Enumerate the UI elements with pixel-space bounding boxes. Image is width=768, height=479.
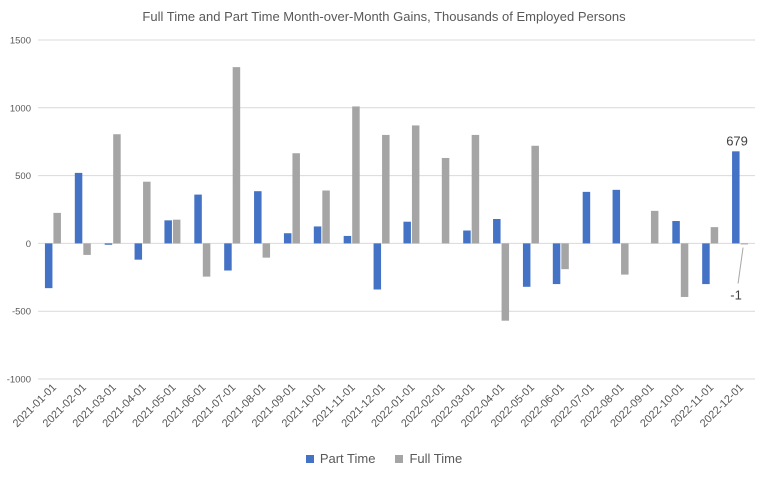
bar-part-time: [582, 191, 591, 244]
bar-full-time: [441, 157, 450, 244]
bar-part-time: [612, 189, 621, 244]
chart-legend: Part Time Full Time: [0, 451, 768, 466]
bar-part-time: [224, 243, 232, 271]
bar-full-time: [322, 190, 330, 244]
legend-label-full-time: Full Time: [409, 451, 463, 466]
bar-part-time: [672, 221, 680, 244]
legend-swatch-full-time: [395, 454, 404, 463]
bar-full-time: [262, 243, 271, 258]
bar-part-time: [522, 243, 531, 287]
bar-part-time: [463, 230, 471, 244]
bar-part-time: [313, 226, 322, 244]
y-tick-label: 1500: [10, 36, 31, 47]
y-tick-label: 1000: [10, 103, 31, 114]
legend-item-full-time: Full Time: [395, 451, 462, 466]
y-tick-label: -500: [12, 307, 31, 318]
bar-full-time: [710, 227, 719, 244]
bar-part-time: [74, 172, 83, 244]
bar-full-time: [352, 106, 360, 244]
bar-full-time: [680, 243, 689, 297]
bar-full-time: [531, 145, 539, 244]
bar-part-time: [254, 191, 262, 244]
bar-full-time: [83, 243, 91, 255]
data-label-part-time: 679: [726, 133, 748, 148]
bar-part-time: [164, 220, 172, 244]
bar-part-time: [552, 243, 561, 285]
bar-part-time: [194, 194, 202, 244]
bar-full-time: [143, 181, 151, 244]
bar-full-time: [292, 153, 300, 244]
data-label-leader-line: [737, 247, 744, 284]
bar-part-time: [343, 235, 352, 244]
bar-part-time: [732, 151, 740, 244]
bar-part-time: [373, 243, 382, 290]
bar-full-time: [232, 67, 241, 244]
bar-full-time: [501, 243, 510, 321]
bar-full-time: [53, 212, 61, 244]
bar-full-time: [740, 243, 749, 245]
legend-swatch-part-time: [305, 454, 314, 463]
bar-full-time: [172, 219, 181, 244]
bar-full-time: [471, 134, 480, 244]
bar-full-time: [113, 134, 121, 244]
bar-part-time: [403, 221, 411, 244]
bar-part-time: [44, 243, 53, 289]
legend-item-part-time: Part Time: [305, 451, 376, 466]
data-label-full-time: -1: [730, 288, 742, 303]
y-tick-label: -1000: [7, 375, 31, 386]
y-tick-label: 500: [15, 171, 31, 182]
bar-full-time: [202, 243, 211, 277]
y-tick-label: 0: [26, 239, 31, 250]
bar-part-time: [493, 218, 501, 244]
bar-part-time: [702, 243, 710, 285]
bar-full-time: [650, 210, 659, 244]
legend-label-part-time: Part Time: [319, 451, 376, 466]
bar-part-time: [134, 243, 143, 260]
chart-title: Full Time and Part Time Month-over-Month…: [142, 9, 626, 24]
bar-full-time: [411, 125, 420, 244]
bar-full-time: [561, 243, 569, 270]
bar-part-time: [283, 233, 292, 244]
bar-full-time: [621, 243, 629, 275]
bar-full-time: [382, 134, 390, 244]
bar-part-time: [104, 243, 113, 245]
